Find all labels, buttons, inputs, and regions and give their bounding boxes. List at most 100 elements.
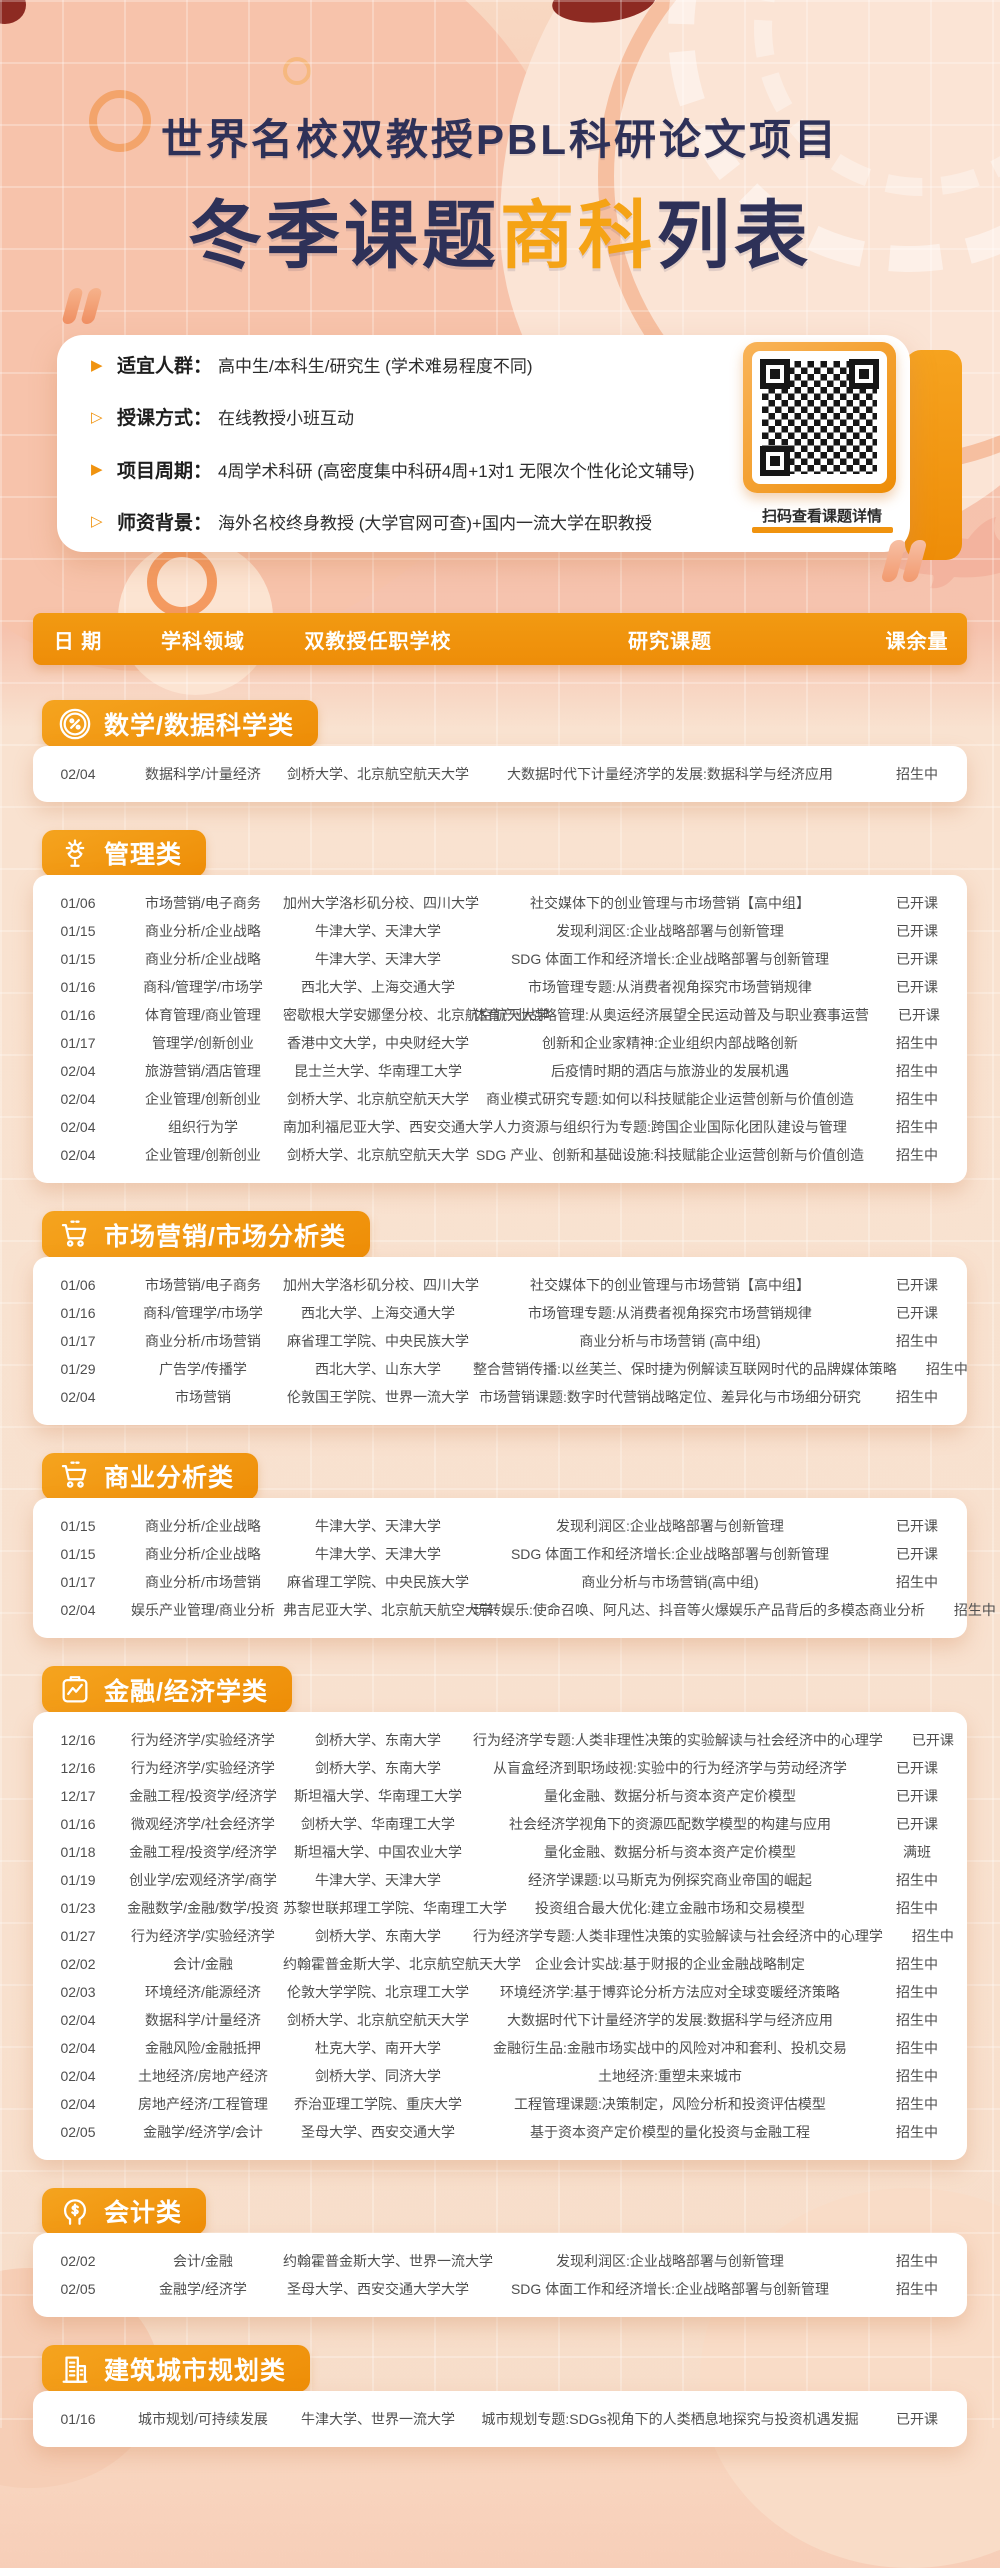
row-date: 01/16 <box>60 1304 96 1321</box>
row-field: 金融工程/投资学/经济学 <box>129 1787 277 1804</box>
qr-code <box>743 342 896 493</box>
row-date: 01/15 <box>60 1518 96 1534</box>
row-date: 01/17 <box>60 1332 96 1349</box>
row-field: 商业分析/企业战略 <box>145 1546 261 1562</box>
section-tab: 会计类 <box>42 2187 207 2235</box>
table-row: 01/15 商业分析/企业战略 牛津大学、天津大学 SDG 体面工作和经济增长:企业战… <box>33 945 967 973</box>
table-row: 02/04 娱乐产业管理/商业分析 弗吉尼亚大学、北京航天航空大学 玩转娱乐:使命召唤… <box>33 1596 995 1624</box>
row-topic: 商业分析与市场营销(高中组) <box>581 1574 759 1590</box>
row-date: 02/04 <box>60 1602 96 1618</box>
row-topic: 社交媒体下的创业管理与市场营销【高中组】 <box>530 1276 810 1293</box>
qr-caption-underline <box>752 527 893 533</box>
table-row: 01/16 商科/管理学/市场学 西北大学、上海交通大学 市场管理专题:从消费者视角探… <box>33 1299 967 1327</box>
row-topic: 市场管理专题:从消费者视角探究市场营销规律 <box>528 979 812 995</box>
row-date: 02/04 <box>60 1147 96 1163</box>
section-tab: 金融/经济学类 <box>42 1666 292 1713</box>
table-row: 01/15 商业分析/企业战略 牛津大学、天津大学 SDG 体面工作和经济增长:企业战… <box>33 1540 967 1568</box>
row-topic: 商业模式研究专题:如何以科技赋能企业运营创新与价值创造 <box>486 1091 854 1107</box>
table-row: 01/16 微观经济学/社会经济学 剑桥大学、华南理工大学 社会经济学视角下的资源匹配… <box>33 1810 967 1838</box>
row-schools: 麻省理工学院、中央民族大学 <box>287 1574 469 1590</box>
row-schools: 伦敦国王学院、世界一流大学 <box>287 1388 469 1405</box>
row-schools: 牛津大学、天津大学 <box>315 923 441 939</box>
table-row: 02/04 组织行为学 南加利福尼亚大学、西安交通大学 人力资源与组织行为专题:跨国企… <box>33 1113 967 1141</box>
row-date: 01/06 <box>60 895 96 911</box>
section-title: 市场营销/市场分析类 <box>104 1222 346 1251</box>
qr-finder-icon <box>760 359 790 389</box>
row-schools: 乔治亚理工学院、重庆大学 <box>294 2095 462 2112</box>
section-card: 12/16 行为经济学/实验经济学 剑桥大学、东南大学 行为经济学专题:人类非理性决策… <box>33 1711 967 2160</box>
row-status: 已开课 <box>896 1276 938 1293</box>
table-row: 01/17 商业分析/市场营销 麻省理工学院、中央民族大学 商业分析与市场营销 (高中… <box>33 1327 967 1355</box>
table-row: 02/04 企业管理/创新创业 剑桥大学、北京航空航天大学 商业模式研究专题:如何以科… <box>33 1085 967 1113</box>
row-schools: 剑桥大学、东南大学 <box>315 1927 441 1944</box>
cart-icon <box>58 1459 92 1493</box>
management-icon <box>58 836 92 870</box>
ring-decoration <box>147 547 217 617</box>
row-date: 02/04 <box>60 1091 96 1107</box>
column-header-2: 双教授任职学校 <box>304 630 452 653</box>
row-status: 招生中 <box>896 1119 938 1135</box>
column-header-3: 研究课题 <box>628 630 712 653</box>
row-field: 商科/管理学/市场学 <box>143 979 263 995</box>
row-field: 金融数学/金融/数学/投资 <box>127 1899 279 1916</box>
info-item: ▷ 授课方式： 在线教授小班互动 <box>91 403 695 430</box>
row-date: 01/17 <box>60 1574 96 1590</box>
row-status: 招生中 <box>896 765 938 782</box>
row-schools: 西北大学、上海交通大学 <box>301 1304 455 1321</box>
info-item: ▶ 适宜人群： 高中生/本科生/研究生 (学术难易程度不同) <box>91 351 695 378</box>
section: 管理类 01/06 市场营销/电子商务 加州大学洛杉矶分校、四川大学 社交媒体下的创业管… <box>0 829 1000 1183</box>
table-header: 日 期 学科领域 双教授任职学校 研究课题 课余量 <box>33 613 967 665</box>
section-tab: 数学/数据科学类 <box>42 700 318 747</box>
row-field: 企业管理/创新创业 <box>145 1091 261 1107</box>
row-topic: 工程管理课题:决策制定，风险分析和投资评估模型 <box>514 2095 826 2112</box>
row-status: 招生中 <box>911 1927 954 1944</box>
row-field: 市场营销 <box>175 1388 231 1405</box>
row-schools: 牛津大学、天津大学 <box>315 1546 441 1562</box>
table-row: 01/23 金融数学/金融/数学/投资 苏黎世联邦理工学院、华南理工大学 投资组合最大… <box>33 1894 967 1922</box>
section: 商业分析类 01/15 商业分析/企业战略 牛津大学、天津大学 发现利润区:企业战略部署… <box>0 1452 1000 1638</box>
row-status: 招生中 <box>896 1983 938 2000</box>
row-status: 招生中 <box>896 1871 938 1888</box>
section-card: 02/04 数据科学/计量经济 剑桥大学、北京航空航天大学 大数据时代下计量经济学的发… <box>33 745 967 802</box>
row-date: 01/19 <box>60 1871 96 1888</box>
row-status: 已开课 <box>896 2410 938 2427</box>
row-status: 招生中 <box>896 2123 938 2140</box>
row-topic: 行为经济学专题:人类非理性决策的实验解读与社会经济中的心理学 <box>473 1927 883 1944</box>
row-topic: 大数据时代下计量经济学的发展:数据科学与经济应用 <box>507 765 833 782</box>
row-field: 广告学/传播学 <box>159 1360 247 1377</box>
row-schools: 加州大学洛杉矶分校、四川大学 <box>283 895 479 911</box>
row-schools: 弗吉尼亚大学、北京航天航空大学 <box>283 1602 493 1618</box>
table-row: 02/03 环境经济/能源经济 伦敦大学学院、北京理工大学 环境经济学:基于博弈论分析… <box>33 1978 967 2006</box>
row-field: 商科/管理学/市场学 <box>143 1304 263 1321</box>
row-schools: 密歇根大学安娜堡分校、北京航空航天大学 <box>283 1007 549 1023</box>
row-field: 金融工程/投资学/经济学 <box>129 1843 277 1860</box>
row-topic: 玩转娱乐:使命召唤、阿凡达、抖音等火爆娱乐产品背后的多模态商业分析 <box>473 1602 925 1618</box>
row-topic: 量化金融、数据分析与资本资产定价模型 <box>544 1843 796 1860</box>
row-topic: SDG 体面工作和经济增长:企业战略部署与创新管理 <box>510 2281 830 2297</box>
row-field: 组织行为学 <box>168 1119 238 1135</box>
row-schools: 约翰霍普金斯大学、世界一流大学 <box>283 2253 493 2269</box>
row-topic: 创新和企业家精神:企业组织内部战略创新 <box>542 1035 798 1051</box>
row-status: 招生中 <box>896 1063 938 1079</box>
row-field: 数据科学/计量经济 <box>145 2011 261 2028</box>
row-schools: 剑桥大学、东南大学 <box>315 1759 441 1776</box>
table-row: 01/16 城市规划/可持续发展 牛津大学、世界一流大学 城市规划专题:SDGs视角下… <box>33 2405 967 2433</box>
row-schools: 西北大学、上海交通大学 <box>301 979 455 995</box>
row-field: 体育管理/商业管理 <box>145 1007 261 1023</box>
table-row: 01/15 商业分析/企业战略 牛津大学、天津大学 发现利润区:企业战略部署与创新管理… <box>33 1512 967 1540</box>
row-schools: 圣母大学、西安交通大学大学 <box>287 2281 469 2297</box>
row-schools: 剑桥大学、北京航空航天大学 <box>287 765 469 782</box>
info-label: 授课方式： <box>117 408 213 430</box>
quote-marks-icon <box>61 288 103 324</box>
row-schools: 剑桥大学、北京航空航天大学 <box>287 2011 469 2028</box>
row-topic: 社会经济学视角下的资源匹配数学模型的构建与应用 <box>509 1815 831 1832</box>
row-date: 01/15 <box>60 1546 96 1562</box>
table-row: 01/15 商业分析/企业战略 牛津大学、天津大学 发现利润区:企业战略部署与创新管理… <box>33 917 967 945</box>
row-date: 12/16 <box>60 1731 96 1748</box>
row-status: 招生中 <box>896 1388 938 1405</box>
row-field: 城市规划/可持续发展 <box>138 2410 268 2427</box>
row-status: 招生中 <box>896 2281 938 2297</box>
row-field: 行为经济学/实验经济学 <box>131 1927 275 1944</box>
row-status: 招生中 <box>896 2039 938 2056</box>
row-date: 02/02 <box>60 2253 96 2269</box>
